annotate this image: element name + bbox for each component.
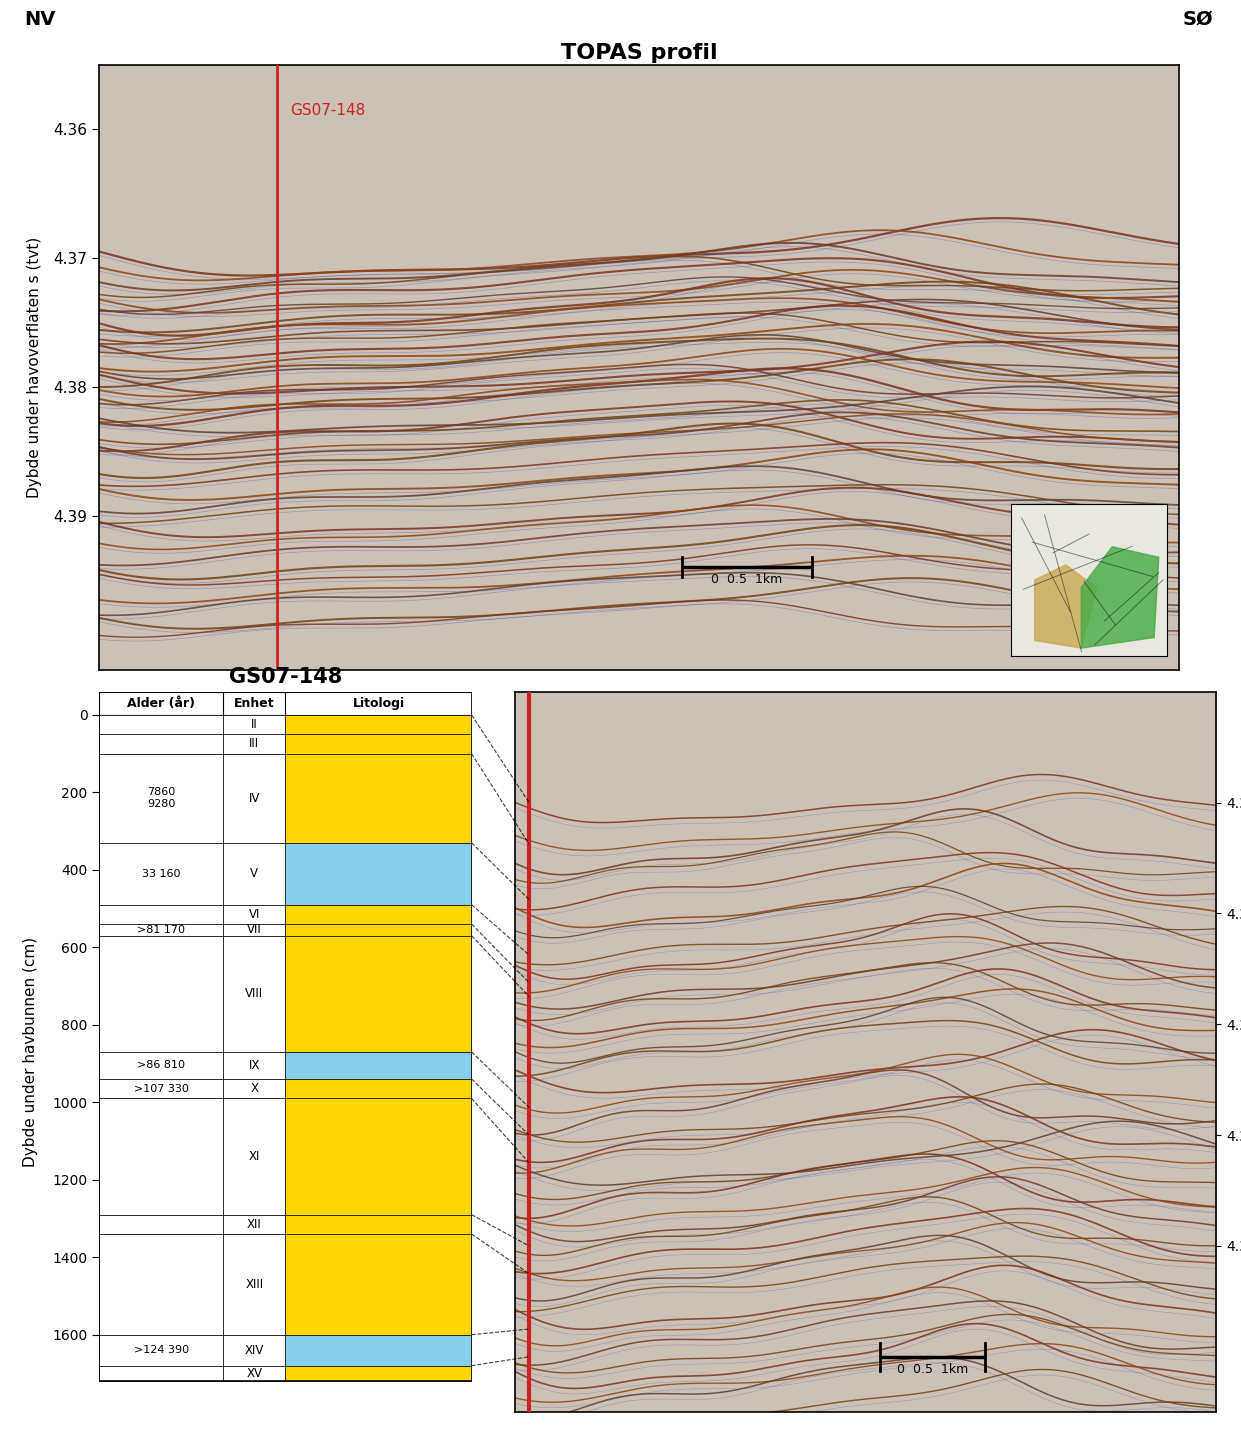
Text: Alder (år): Alder (år) <box>128 697 195 710</box>
Text: VII: VII <box>247 924 262 937</box>
Title: GS07-148: GS07-148 <box>228 667 343 687</box>
Text: 33 160: 33 160 <box>141 869 181 879</box>
FancyBboxPatch shape <box>223 1366 285 1380</box>
FancyBboxPatch shape <box>223 1334 285 1366</box>
FancyBboxPatch shape <box>285 1052 472 1079</box>
Title: TOPAS profil: TOPAS profil <box>561 43 717 63</box>
FancyBboxPatch shape <box>285 935 472 1052</box>
FancyBboxPatch shape <box>223 935 285 1052</box>
Y-axis label: Dybde under havbunnen (cm): Dybde under havbunnen (cm) <box>24 937 38 1167</box>
Text: X: X <box>251 1082 258 1095</box>
Text: XV: XV <box>247 1368 262 1380</box>
FancyBboxPatch shape <box>223 905 285 924</box>
Text: >124 390: >124 390 <box>134 1346 189 1355</box>
Text: >81 170: >81 170 <box>138 925 185 935</box>
FancyBboxPatch shape <box>99 843 223 905</box>
Text: 7860
9280: 7860 9280 <box>148 787 175 808</box>
FancyBboxPatch shape <box>285 1215 472 1233</box>
FancyBboxPatch shape <box>223 1079 285 1098</box>
FancyBboxPatch shape <box>285 754 472 843</box>
Text: NV: NV <box>25 10 56 29</box>
FancyBboxPatch shape <box>285 1366 472 1380</box>
Text: XI: XI <box>248 1150 261 1163</box>
FancyBboxPatch shape <box>99 692 472 715</box>
Text: XII: XII <box>247 1218 262 1231</box>
FancyBboxPatch shape <box>99 1098 223 1215</box>
FancyBboxPatch shape <box>285 735 472 754</box>
FancyBboxPatch shape <box>223 715 285 735</box>
Polygon shape <box>1081 546 1159 648</box>
FancyBboxPatch shape <box>223 1215 285 1233</box>
FancyBboxPatch shape <box>99 1334 223 1366</box>
Text: IV: IV <box>248 791 261 804</box>
FancyBboxPatch shape <box>285 843 472 905</box>
FancyBboxPatch shape <box>99 735 223 754</box>
FancyBboxPatch shape <box>99 1079 223 1098</box>
Text: >107 330: >107 330 <box>134 1084 189 1094</box>
Text: 0  0.5  1km: 0 0.5 1km <box>896 1363 968 1376</box>
FancyBboxPatch shape <box>223 924 285 935</box>
Text: 0  0.5  1km: 0 0.5 1km <box>711 574 783 586</box>
FancyBboxPatch shape <box>99 935 223 1052</box>
FancyBboxPatch shape <box>99 924 223 935</box>
FancyBboxPatch shape <box>285 1098 472 1215</box>
FancyBboxPatch shape <box>285 715 472 735</box>
Text: Litologi: Litologi <box>352 697 405 710</box>
FancyBboxPatch shape <box>223 754 285 843</box>
Text: V: V <box>251 867 258 880</box>
FancyBboxPatch shape <box>99 1366 223 1380</box>
FancyBboxPatch shape <box>285 1334 472 1366</box>
Text: GS07-148: GS07-148 <box>290 104 366 118</box>
FancyBboxPatch shape <box>99 754 223 843</box>
Text: XIII: XIII <box>246 1278 263 1291</box>
Polygon shape <box>1035 565 1097 648</box>
FancyBboxPatch shape <box>285 924 472 935</box>
FancyBboxPatch shape <box>285 1079 472 1098</box>
FancyBboxPatch shape <box>99 1052 223 1079</box>
Text: IX: IX <box>248 1059 261 1072</box>
Text: Enhet: Enhet <box>235 697 274 710</box>
Text: II: II <box>251 718 258 731</box>
FancyBboxPatch shape <box>223 1098 285 1215</box>
Text: >86 810: >86 810 <box>138 1061 185 1071</box>
Text: XIV: XIV <box>244 1343 264 1357</box>
FancyBboxPatch shape <box>99 905 223 924</box>
FancyBboxPatch shape <box>223 843 285 905</box>
Text: VI: VI <box>248 908 261 921</box>
FancyBboxPatch shape <box>99 715 223 735</box>
FancyBboxPatch shape <box>285 1233 472 1334</box>
FancyBboxPatch shape <box>99 1215 223 1233</box>
FancyBboxPatch shape <box>99 1233 223 1334</box>
FancyBboxPatch shape <box>223 1052 285 1079</box>
FancyBboxPatch shape <box>285 905 472 924</box>
Y-axis label: Dybde under havoverflaten s (tvt): Dybde under havoverflaten s (tvt) <box>27 236 42 499</box>
Text: SØ: SØ <box>1183 10 1214 29</box>
FancyBboxPatch shape <box>223 735 285 754</box>
Text: VIII: VIII <box>246 987 263 1000</box>
Text: III: III <box>249 738 259 751</box>
FancyBboxPatch shape <box>223 1233 285 1334</box>
